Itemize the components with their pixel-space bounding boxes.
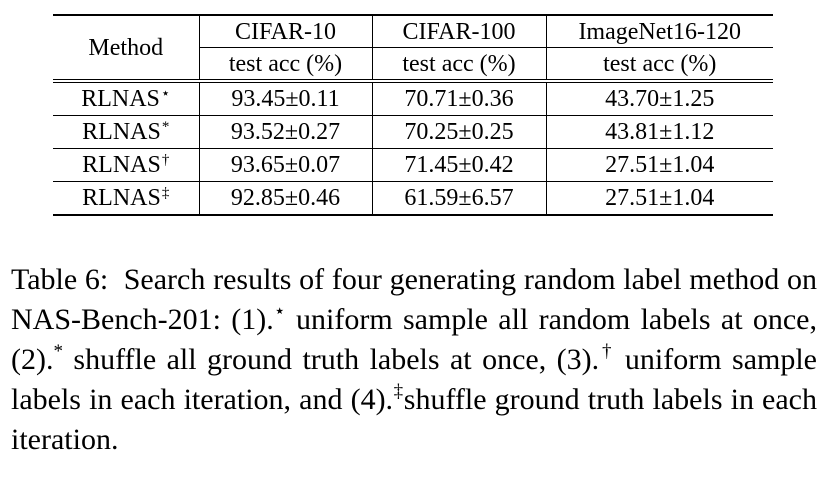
- caption-text-4: uniform sample labels in each iteration,…: [11, 343, 817, 416]
- table-caption: Table 6: Search results of four generati…: [11, 260, 817, 460]
- metric-header-imagenet: test acc (%): [545, 47, 773, 81]
- method-cell: RLNAS†: [53, 148, 199, 182]
- metric-header-cifar10: test acc (%): [198, 47, 372, 81]
- caption-text-2: uniform sample all random labels at once…: [11, 303, 817, 376]
- cell-cifar100-best: 71.45±0.42: [371, 148, 546, 182]
- cell-imagenet: 27.51±1.04: [545, 181, 773, 216]
- caption-mark-double-dagger: ‡: [393, 381, 404, 402]
- method-cell: RLNAS⋆: [53, 79, 199, 116]
- dataset-header-imagenet: ImageNet16-120: [545, 14, 773, 48]
- cell-cifar10: 92.85±0.46: [198, 181, 372, 216]
- mark-dagger: †: [161, 152, 170, 168]
- method-cell: RLNAS‡: [53, 181, 199, 216]
- method-header: Method: [53, 14, 199, 81]
- table-row: RLNAS* 93.52±0.27 70.25±0.25 43.81±1.12: [53, 115, 773, 149]
- mark-asterisk: *: [161, 119, 170, 135]
- mark-star: ⋆: [160, 86, 171, 102]
- table-row: RLNAS⋆ 93.45±0.11 70.71±0.36 43.70±1.25: [53, 79, 773, 116]
- cell-imagenet-best: 43.81±1.12: [545, 115, 773, 149]
- cell-cifar10: 93.52±0.27: [198, 115, 372, 149]
- caption-mark-asterisk: *: [53, 341, 63, 362]
- caption-label: Table 6:: [11, 263, 109, 296]
- cell-cifar100: 61.59±6.57: [371, 181, 546, 216]
- caption-mark-dagger: †: [599, 341, 615, 362]
- metric-header-cifar100: test acc (%): [371, 47, 546, 81]
- caption-text-3: shuffle all ground truth labels at once,…: [62, 343, 600, 376]
- cell-cifar100: 70.71±0.36: [371, 79, 546, 116]
- caption-text-5: shuffle ground truth labels in each iter…: [11, 383, 817, 456]
- caption-mark-star: ⋆: [273, 301, 286, 322]
- cell-cifar10: 93.45±0.11: [198, 79, 372, 116]
- cell-cifar100: 70.25±0.25: [371, 115, 546, 149]
- caption-text-1: Search results of four generating random…: [11, 263, 818, 336]
- cell-imagenet: 43.70±1.25: [545, 79, 773, 116]
- dataset-header-cifar10: CIFAR-10: [198, 14, 372, 48]
- table-row: RLNAS‡ 92.85±0.46 61.59±6.57 27.51±1.04: [53, 181, 773, 216]
- results-table-container: Method CIFAR-10 CIFAR-100 ImageNet16-120…: [53, 14, 773, 216]
- results-table: Method CIFAR-10 CIFAR-100 ImageNet16-120…: [53, 14, 773, 216]
- cell-imagenet: 27.51±1.04: [545, 148, 773, 182]
- dataset-header-cifar100: CIFAR-100: [371, 14, 546, 48]
- mark-double-dagger: ‡: [161, 185, 170, 201]
- cell-cifar10-best: 93.65±0.07: [198, 148, 372, 182]
- method-cell: RLNAS*: [53, 115, 199, 149]
- table-row: RLNAS† 93.65±0.07 71.45±0.42 27.51±1.04: [53, 148, 773, 182]
